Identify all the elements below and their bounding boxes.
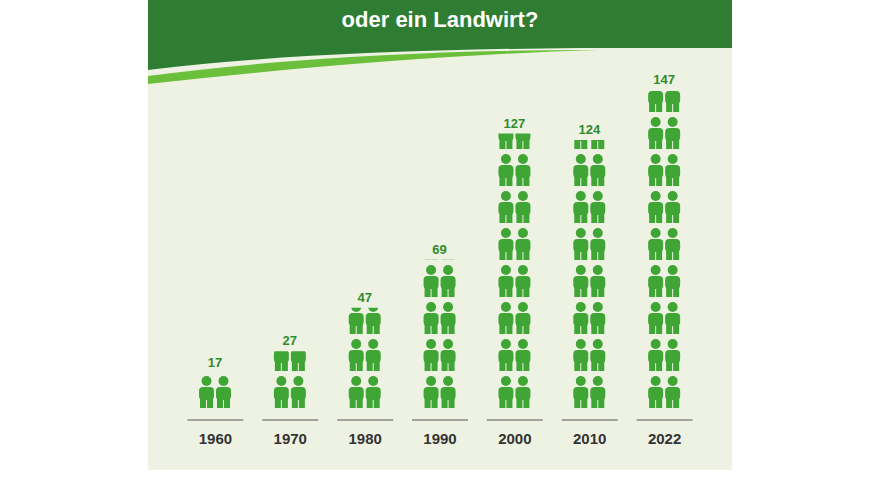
svg-text:27: 27	[283, 333, 297, 348]
html-text:oder ein Landwirt?: oder ein Landwirt?	[341, 7, 539, 32]
svg-text:1990: 1990	[423, 430, 456, 447]
svg-text:127: 127	[504, 116, 526, 131]
svg-text:124: 124	[578, 122, 600, 137]
svg-text:1970: 1970	[274, 430, 307, 447]
svg-text:2000: 2000	[498, 430, 531, 447]
svg-text:1960: 1960	[199, 430, 232, 447]
svg-text:69: 69	[432, 242, 446, 257]
svg-text:17: 17	[208, 355, 222, 370]
svg-text:147: 147	[653, 72, 675, 87]
svg-text:2022: 2022	[648, 430, 681, 447]
svg-text:47: 47	[357, 290, 371, 305]
svg-text:1980: 1980	[348, 430, 381, 447]
svg-text:2010: 2010	[573, 430, 606, 447]
